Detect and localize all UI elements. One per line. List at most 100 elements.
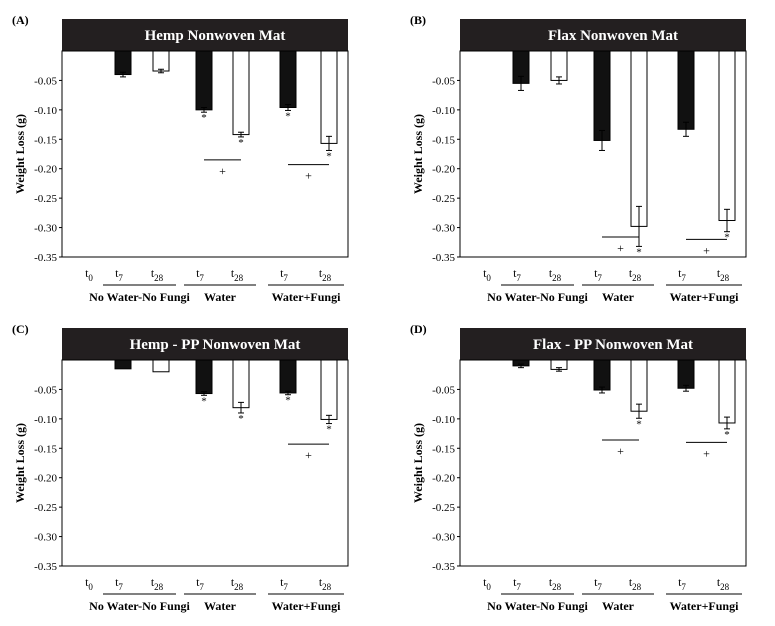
y-tick-label: -0.05: [432, 75, 455, 87]
significance-star: *: [636, 418, 642, 430]
x-tick-label: t28: [629, 575, 642, 592]
bar: [232, 50, 250, 136]
significance-star: *: [285, 395, 291, 407]
group-label: Water+Fungi: [670, 290, 740, 304]
y-tick-label: -0.25: [34, 193, 57, 205]
significance-star: *: [285, 110, 291, 122]
group-label: No Water-No Fungi: [89, 290, 190, 304]
x-tick-label: t7: [594, 575, 602, 592]
bar: [232, 359, 250, 409]
group-label: No Water-No Fungi: [487, 290, 588, 304]
group-label: Water+Fungi: [272, 290, 342, 304]
plus-marker: +: [703, 446, 710, 460]
panel-4: (D) Flax - PP Nonwoven Mat Weight Loss (g)…: [410, 322, 747, 613]
bar: [279, 359, 297, 394]
x-tick-label: t28: [549, 266, 562, 283]
significance-star: *: [636, 246, 642, 258]
y-tick-label: -0.20: [34, 473, 57, 485]
group-label: Water: [204, 290, 237, 304]
panel-3: (C) Hemp - PP Nonwoven Mat Weight Loss (g)…: [12, 322, 349, 613]
x-tick-label: t28: [549, 575, 562, 592]
bar: [320, 50, 338, 144]
title-banner: [460, 19, 746, 51]
y-tick-label: -0.05: [34, 75, 57, 87]
y-tick-label: -0.15: [432, 443, 455, 455]
x-tick-label: t28: [151, 266, 164, 283]
plus-marker: +: [703, 243, 710, 257]
y-tick-label: -0.35: [432, 561, 455, 573]
panel-label: (D): [410, 322, 427, 336]
plus-marker: +: [305, 448, 312, 462]
y-tick-label: -0.10: [432, 105, 455, 117]
bar: [630, 50, 648, 227]
x-tick-label: t7: [513, 266, 521, 283]
y-tick-label: -0.05: [432, 384, 455, 396]
chart-title: Flax Nonwoven Mat: [548, 28, 678, 44]
x-tick-label: t7: [115, 575, 123, 592]
plus-marker: +: [219, 164, 226, 178]
bar: [593, 50, 611, 141]
y-tick-label: -0.35: [34, 561, 57, 573]
x-tick-label: t0: [85, 266, 93, 283]
y-tick-label: -0.10: [34, 105, 57, 117]
x-tick-label: t0: [483, 266, 491, 283]
y-tick-label: -0.35: [432, 252, 455, 264]
bar: [630, 359, 648, 412]
x-tick-label: t7: [594, 266, 602, 283]
bar: [279, 50, 297, 109]
title-banner: [62, 328, 348, 360]
bar: [593, 359, 611, 391]
plus-marker: +: [305, 169, 312, 183]
bar: [718, 359, 736, 424]
y-tick-label: -0.25: [432, 502, 455, 514]
y-axis-label: Weight Loss (g): [411, 114, 425, 194]
x-tick-label: t28: [629, 266, 642, 283]
x-tick-label: t28: [717, 575, 730, 592]
group-label: Water: [204, 599, 237, 613]
x-tick-label: t28: [151, 575, 164, 592]
y-axis-label: Weight Loss (g): [411, 423, 425, 503]
x-tick-label: t0: [85, 575, 93, 592]
y-tick-label: -0.15: [432, 134, 455, 146]
y-tick-label: -0.15: [34, 134, 57, 146]
significance-star: *: [326, 424, 332, 436]
x-tick-label: t28: [717, 266, 730, 283]
x-tick-label: t7: [280, 266, 288, 283]
group-label: Water: [602, 599, 635, 613]
group-label: Water+Fungi: [272, 599, 342, 613]
x-tick-label: t28: [319, 266, 332, 283]
bar: [114, 359, 132, 370]
bar: [114, 50, 132, 76]
bar: [677, 50, 695, 130]
y-tick-label: -0.35: [34, 252, 57, 264]
group-label: Water: [602, 290, 635, 304]
chart-title: Hemp - PP Nonwoven Mat: [130, 337, 301, 353]
x-tick-label: t7: [678, 266, 686, 283]
group-label: No Water-No Fungi: [487, 599, 588, 613]
chart-title: Hemp Nonwoven Mat: [145, 28, 286, 44]
x-tick-label: t0: [483, 575, 491, 592]
x-tick-label: t7: [513, 575, 521, 592]
significance-star: *: [238, 413, 244, 425]
bar: [195, 359, 213, 395]
x-tick-label: t28: [319, 575, 332, 592]
x-tick-label: t7: [280, 575, 288, 592]
y-tick-label: -0.25: [34, 502, 57, 514]
y-tick-label: -0.10: [432, 414, 455, 426]
panel-label: (A): [12, 13, 29, 27]
y-tick-label: -0.25: [432, 193, 455, 205]
y-axis-label: Weight Loss (g): [13, 114, 27, 194]
bar: [152, 50, 170, 72]
x-tick-label: t7: [196, 575, 204, 592]
bar: [152, 359, 170, 373]
panel-label: (C): [12, 322, 29, 336]
bar: [195, 50, 213, 111]
title-banner: [62, 19, 348, 51]
group-label: No Water-No Fungi: [89, 599, 190, 613]
significance-star: *: [724, 232, 730, 244]
y-tick-label: -0.10: [34, 414, 57, 426]
plus-marker: +: [617, 241, 624, 255]
bar: [677, 359, 695, 389]
bar: [550, 50, 568, 81]
